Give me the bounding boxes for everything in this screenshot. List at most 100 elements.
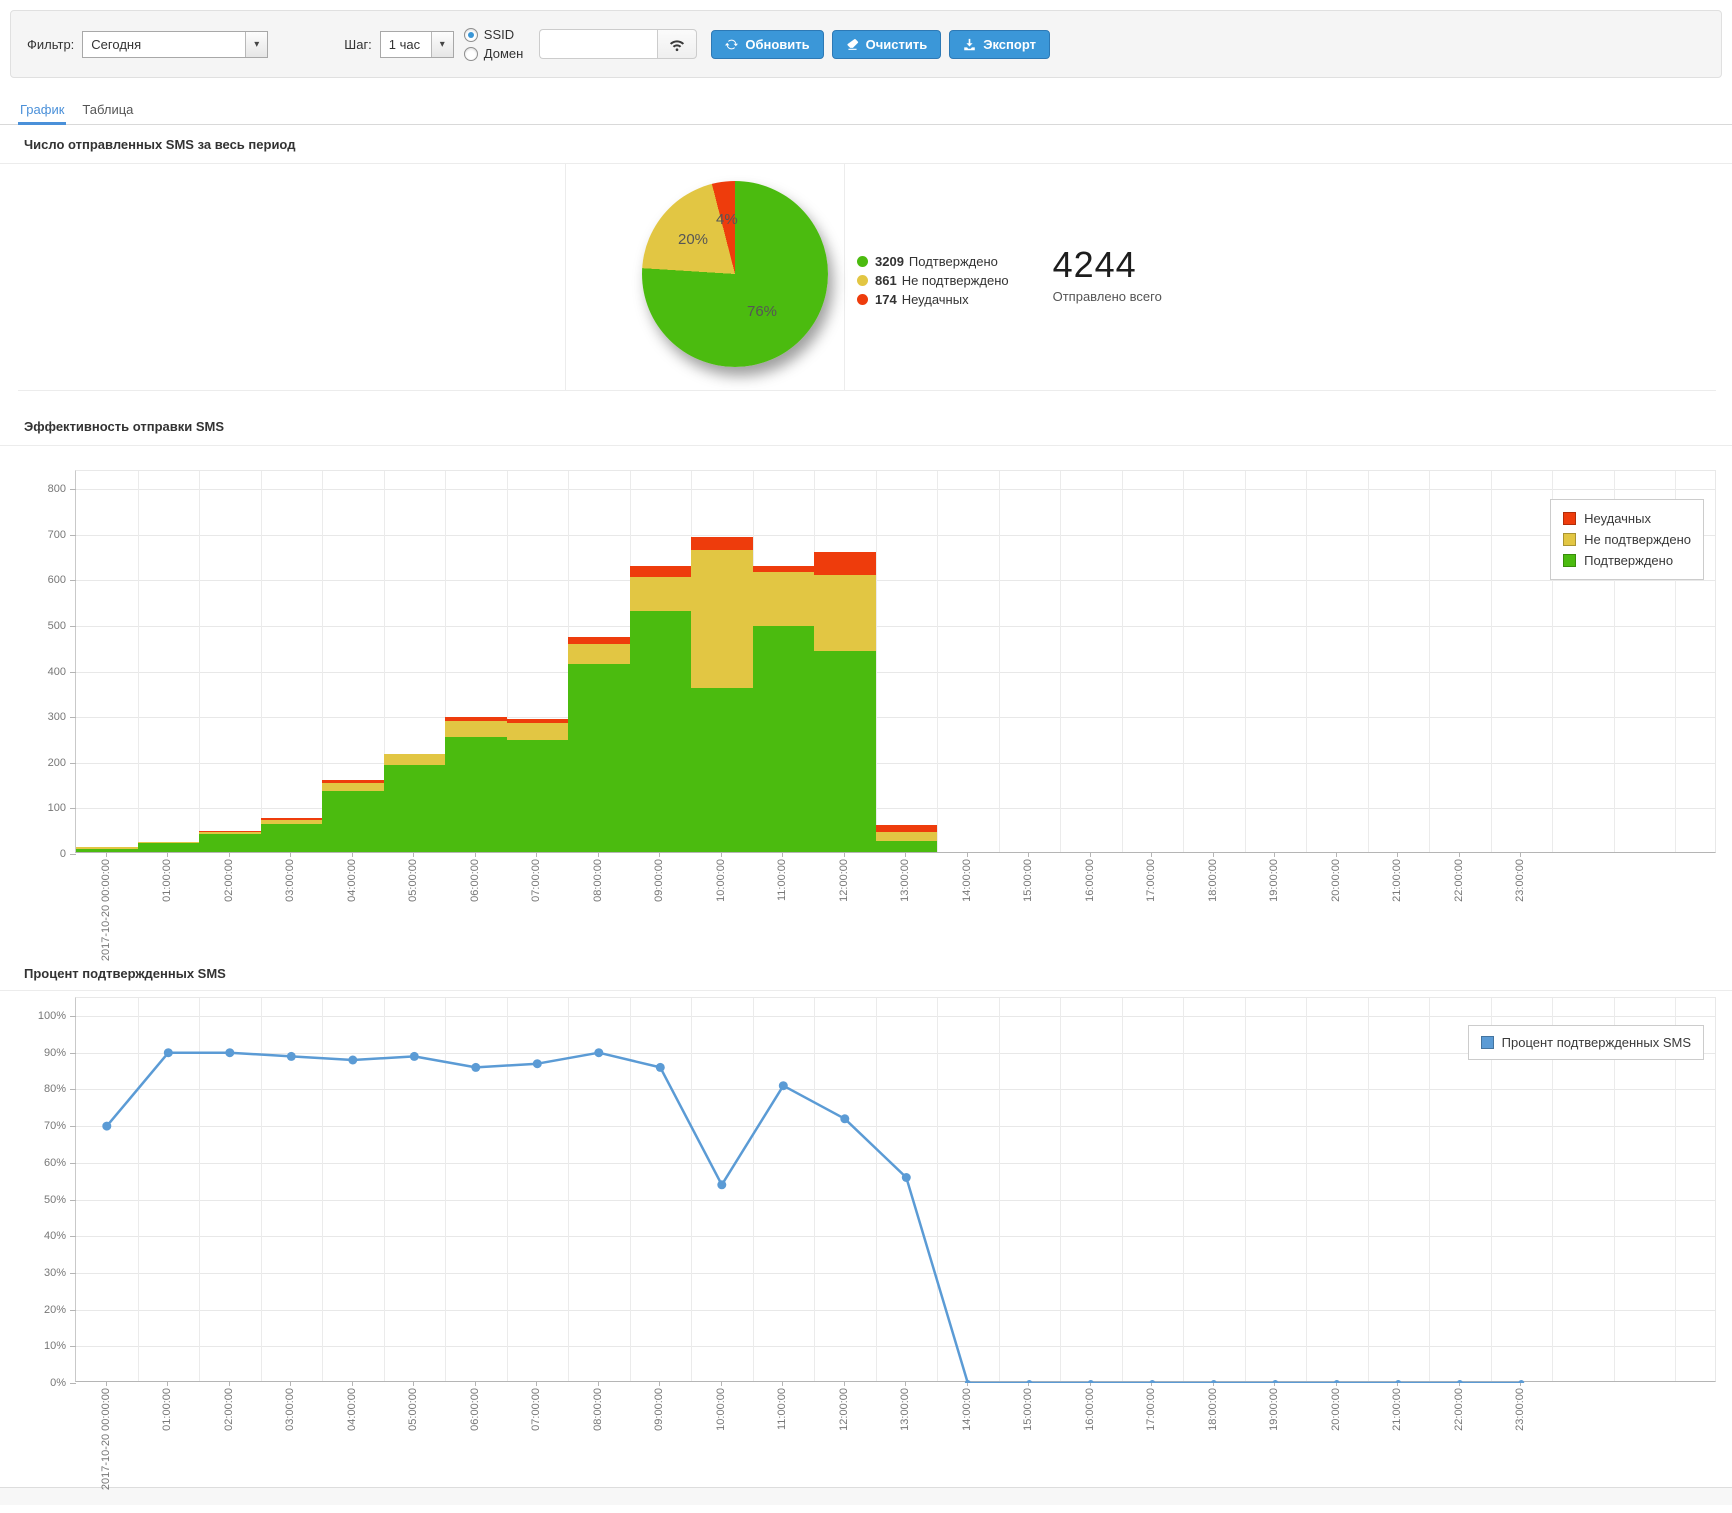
line-point[interactable] [901,1173,911,1182]
bar-segment[interactable] [383,765,445,852]
bar-segment[interactable] [568,643,630,664]
bar-segment[interactable] [260,823,322,852]
bar-segment[interactable] [199,833,261,852]
line-point[interactable] [225,1048,235,1058]
bar-segment[interactable] [752,572,814,627]
x-axis-tick [474,1382,476,1386]
pie-chart[interactable]: 76% 20% 4% [642,181,828,367]
tab-tablica[interactable]: Таблица [82,102,134,117]
gridline [76,1162,1715,1164]
line-point[interactable] [1456,1380,1463,1383]
gridline [1183,998,1184,1381]
bar-segment[interactable] [199,831,261,832]
line-point[interactable] [471,1062,481,1072]
radio-ssid[interactable]: SSID [463,27,524,42]
bar-segment[interactable] [76,848,138,852]
bar-segment[interactable] [691,687,753,852]
pie-cell: 76% 20% 4% [565,164,845,390]
percent-line-series[interactable] [76,998,1717,1383]
bar-segment[interactable] [260,819,322,824]
ssid-search-input[interactable] [539,29,658,59]
bar-segment[interactable] [629,576,691,612]
line-point[interactable] [1518,1380,1525,1383]
bar-segment[interactable] [752,565,814,573]
line-point[interactable] [1210,1380,1217,1383]
view-tabs: График Таблица [0,99,1732,125]
line-point[interactable] [286,1051,296,1061]
bar-segment[interactable] [814,575,876,652]
bar-segment[interactable] [814,651,876,852]
radio-domain[interactable]: Домен [463,46,523,61]
gridline [76,1309,1715,1311]
bar-segment[interactable] [76,847,138,849]
line-point[interactable] [163,1048,173,1058]
export-button-label: Экспорт [983,36,1036,52]
radio-domain-control[interactable] [463,46,478,61]
bar-segment[interactable] [875,824,937,832]
y-axis-tick [70,1309,76,1311]
line-point[interactable] [1272,1380,1279,1383]
x-axis-tick [1274,853,1276,857]
bar-segment[interactable] [568,664,630,852]
line-point[interactable] [1149,1380,1156,1383]
bar-segment[interactable] [568,636,630,644]
bar-segment[interactable] [506,722,568,741]
wifi-button[interactable] [657,29,698,59]
line-point[interactable] [1395,1380,1402,1383]
bar-segment[interactable] [875,831,937,841]
bar-segment[interactable] [629,611,691,852]
bar-segment[interactable] [445,717,507,721]
line-point[interactable] [1026,1380,1033,1383]
bar-segment[interactable] [322,783,384,792]
bar-segment[interactable] [506,719,568,723]
line-point[interactable] [594,1048,604,1058]
x-axis-tick [966,853,968,857]
bar-segment[interactable] [875,840,937,852]
x-axis-label: 21:00:00 [1391,1388,1404,1431]
line-point[interactable] [778,1081,788,1091]
line-point[interactable] [717,1180,727,1190]
bar-segment[interactable] [506,740,568,852]
line-point[interactable] [102,1121,112,1131]
bar-segment[interactable] [445,736,507,852]
x-axis-tick [228,1382,230,1386]
line-point[interactable] [964,1380,971,1383]
x-axis-tick [290,853,292,857]
bar-segment[interactable] [445,720,507,737]
radio-ssid-control[interactable] [463,27,478,42]
clear-button[interactable]: Очистить [831,29,942,59]
line-plot-area[interactable]: Процент подтвержденных SMS 100% 90% 80% 70%… [38,997,1717,1389]
bar-segment[interactable] [629,565,691,577]
line-legend: Процент подтвержденных SMS [1467,1025,1704,1060]
total-sent-value: 4244 [1052,244,1137,285]
x-axis-tick [1151,853,1153,857]
bar-segment[interactable] [752,626,814,852]
step-select[interactable]: 1 час ▾ [379,30,454,58]
line-point[interactable] [1087,1380,1094,1383]
bar-plot-area[interactable]: Неудачных Не подтверждено Подтверждено 8… [48,470,1716,860]
bar-segment[interactable] [691,537,753,550]
line-point[interactable] [348,1055,358,1065]
bar-segment[interactable] [322,791,384,852]
export-button[interactable]: Экспорт [949,29,1050,59]
line-point[interactable] [532,1059,542,1069]
line-point[interactable] [840,1114,850,1124]
y-axis-label: 300 [47,711,66,724]
line-point[interactable] [409,1051,419,1061]
bar-segment[interactable] [137,842,199,844]
bar-segment[interactable] [322,780,384,784]
filter-select[interactable]: Сегодня ▾ [82,30,269,58]
section-bar: Эффективность отправки SMS Неудачных Не … [0,391,1732,961]
bar-segment[interactable] [199,831,261,834]
line-point[interactable] [1333,1380,1340,1383]
bar-segment[interactable] [691,549,753,688]
line-point[interactable] [655,1062,665,1072]
bar-segment[interactable] [137,843,199,852]
tab-grafik[interactable]: График [18,99,67,125]
bar-segment[interactable] [260,818,322,820]
bar-segment[interactable] [814,552,876,576]
x-axis-tick [1335,853,1337,857]
gridline [1490,471,1492,852]
refresh-button[interactable]: Обновить [711,29,824,59]
bar-segment[interactable] [383,754,445,766]
